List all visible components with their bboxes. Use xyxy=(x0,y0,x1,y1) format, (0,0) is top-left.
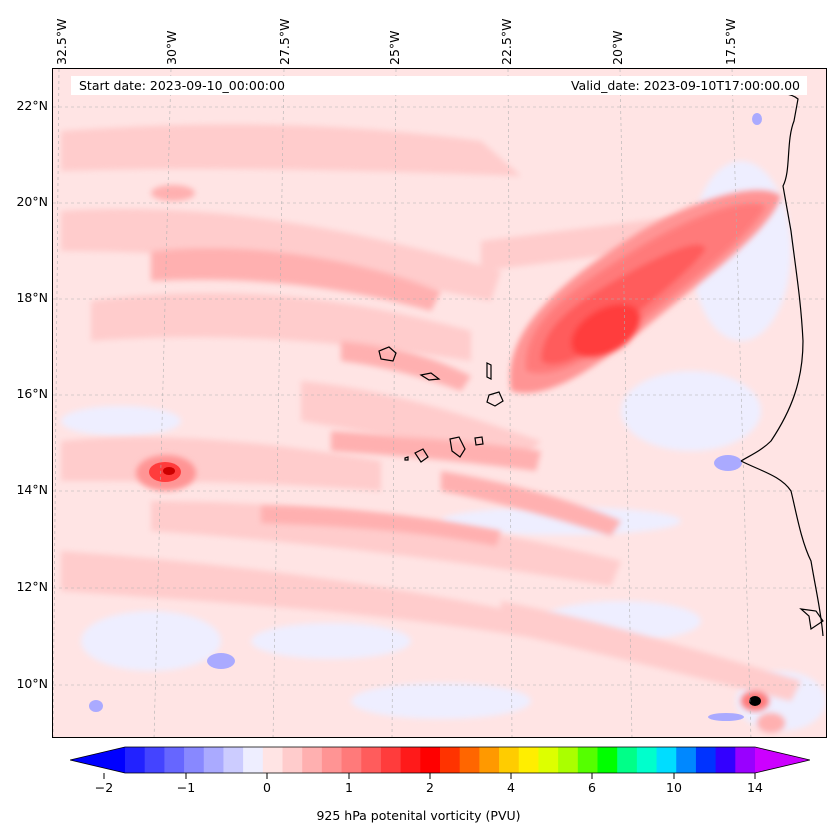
lat-label: 14°N xyxy=(16,482,48,497)
high-pv-filament xyxy=(509,190,781,393)
lat-label: 12°N xyxy=(16,579,48,594)
colorbar-cell xyxy=(203,747,224,773)
date-banner xyxy=(71,76,807,95)
colorbar-cell xyxy=(479,747,500,773)
lon-label: 22.5°W xyxy=(499,18,514,65)
colorbar-cell xyxy=(617,747,638,773)
start-date-label: Start date: 2023-09-10_00:00:00 xyxy=(79,78,285,93)
lon-label: 27.5°W xyxy=(277,18,292,65)
lon-label: 20°W xyxy=(610,30,625,65)
colorbar-cell xyxy=(636,747,658,773)
colorbar-cell xyxy=(420,747,441,773)
colorbar-cell xyxy=(380,747,402,773)
map-panel xyxy=(52,68,827,738)
colorbar-cell xyxy=(656,747,677,773)
colorbar-cell xyxy=(499,747,520,773)
colorbar-cell xyxy=(184,747,205,773)
colorbar-cell xyxy=(459,747,480,773)
lat-label: 10°N xyxy=(16,676,48,691)
colorbar xyxy=(70,746,810,774)
colorbar-label: 925 hPa potenital vorticity (PVU) xyxy=(316,808,521,823)
blue-pv-spots xyxy=(89,113,762,721)
lat-label: 20°N xyxy=(16,194,48,209)
colorbar-cell xyxy=(341,747,362,773)
colorbar-cell xyxy=(243,747,264,773)
colorbar-min-arrow xyxy=(70,747,125,773)
colorbar-cell xyxy=(558,747,579,773)
valid-date-label: Valid_date: 2023-09-10T17:00:00.00 xyxy=(570,78,800,93)
colorbar-tick-label: 10 xyxy=(666,780,682,795)
colorbar-cell xyxy=(577,747,598,773)
colorbar-cell xyxy=(695,747,717,773)
colorbar-tick-label: 4 xyxy=(507,780,515,795)
colorbar-cell xyxy=(164,747,185,773)
colorbar-tick-label: −1 xyxy=(176,780,196,795)
colorbar-cell xyxy=(262,747,283,773)
colorbar-cell xyxy=(302,747,323,773)
pv-field xyxy=(53,69,826,737)
colorbar-cell xyxy=(440,747,461,773)
colorbar-cells xyxy=(125,747,756,773)
lon-label: 17.5°W xyxy=(723,18,738,65)
pv-maxima xyxy=(136,455,769,711)
colorbar-cell xyxy=(676,747,697,773)
colorbar-cell xyxy=(282,747,303,773)
colorbar-cell xyxy=(321,747,343,773)
colorbar-tick-label: 0 xyxy=(263,780,271,795)
lat-label: 22°N xyxy=(16,98,48,113)
colorbar-cell xyxy=(518,747,539,773)
coastlines xyxy=(378,91,824,637)
colorbar-tick-label: 6 xyxy=(588,780,596,795)
colorbar-cell xyxy=(125,747,146,773)
lon-label: 25°W xyxy=(387,30,402,65)
colorbar-cell xyxy=(144,747,165,773)
lon-label: 30°W xyxy=(164,30,179,65)
negative-pv-patches xyxy=(61,161,826,731)
colorbar-cell xyxy=(400,747,421,773)
colorbar-cell xyxy=(538,747,559,773)
colorbar-max-arrow xyxy=(755,747,810,773)
colorbar-tick-label: −2 xyxy=(94,780,114,795)
colorbar-cell xyxy=(735,747,756,773)
lat-label: 18°N xyxy=(16,290,48,305)
colorbar-tick-label: 2 xyxy=(426,780,434,795)
colorbar-cell xyxy=(361,747,382,773)
colorbar-tick-label: 1 xyxy=(345,780,353,795)
colorbar-cell xyxy=(715,747,736,773)
colorbar-tick-label: 14 xyxy=(747,780,763,795)
gridlines xyxy=(53,69,826,737)
colorbar-cell xyxy=(597,747,618,773)
lon-label: 32.5°W xyxy=(54,18,69,65)
colorbar-ticks xyxy=(103,773,756,779)
lat-label: 16°N xyxy=(16,386,48,401)
colorbar-cell xyxy=(223,747,244,773)
